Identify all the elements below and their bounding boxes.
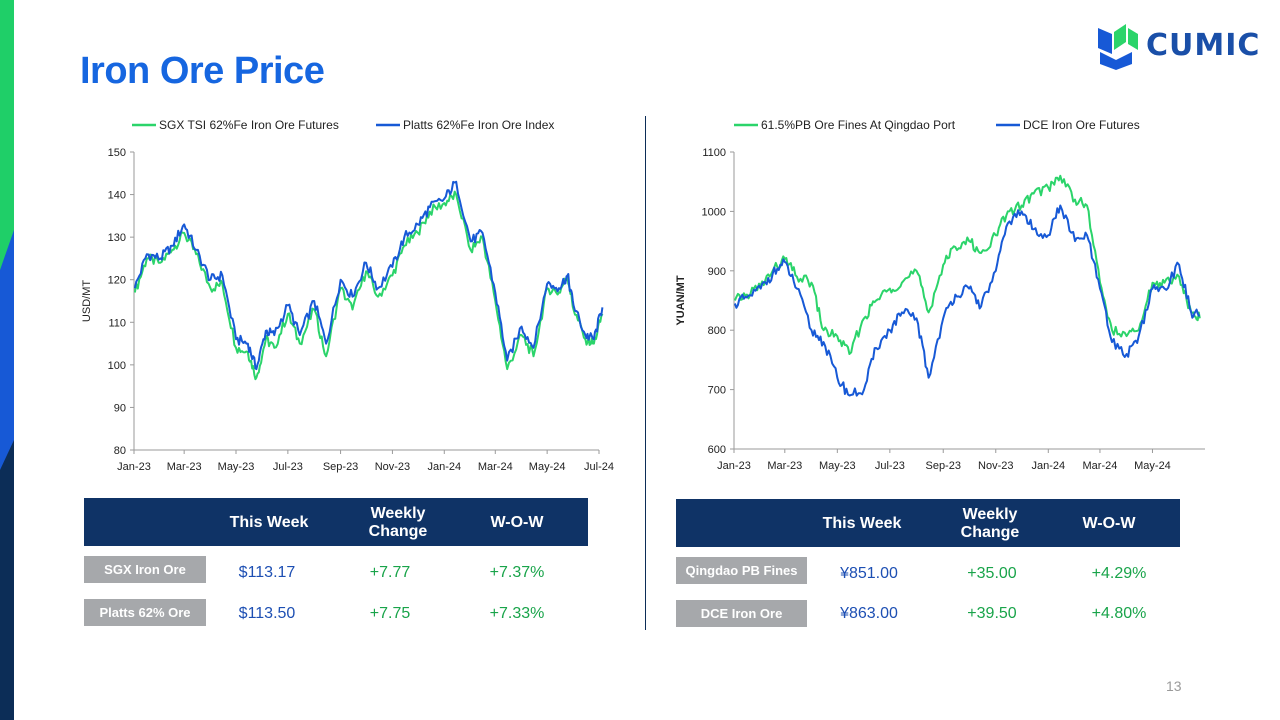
y-axis-label: YUAN/MT <box>675 275 687 325</box>
x-tick-label: Sep-23 <box>925 460 960 472</box>
x-tick-label: Mar-24 <box>478 461 513 473</box>
series-line-green <box>133 190 604 381</box>
x-tick-label: Nov-23 <box>375 461 410 473</box>
chart-iron-ore-usd: 80 90 100 110 120 130 140 150 Jan-23 Mar-23 May-23… <box>81 118 614 473</box>
y-tick-label: 140 <box>108 190 126 202</box>
header-wow: W-O-W <box>1082 515 1136 532</box>
legend-label: 61.5%PB Ore Fines At Qingdao Port <box>761 118 956 132</box>
cell-weekly-change: +35.00 <box>967 565 1017 582</box>
x-tick-label: Jul-24 <box>584 461 614 473</box>
y-tick-label: 800 <box>708 325 726 337</box>
x-tick-label: Mar-23 <box>167 461 202 473</box>
row-label-sgx: SGX Iron Ore <box>84 556 206 583</box>
header-wow: W-O-W <box>490 514 544 531</box>
y-tick-label: 1000 <box>702 206 726 218</box>
header-weekly-change: Weekly Change <box>960 506 1020 541</box>
x-tick-label: Sep-23 <box>323 461 358 473</box>
chart-iron-ore-yuan: 600 700 800 900 1000 1100 Jan-23 Mar-23 May-23 Ju… <box>675 118 1205 472</box>
cell-weekly-change: +7.77 <box>369 564 411 581</box>
x-tick-label: May-23 <box>819 460 856 472</box>
y-tick-label: 600 <box>708 444 726 456</box>
row-label-dce: DCE Iron Ore <box>676 600 807 627</box>
series-line-blue <box>133 180 604 371</box>
row-label-qingdao: Qingdao PB Fines <box>676 557 807 584</box>
cell-wow: +7.33% <box>489 605 545 622</box>
vertical-divider <box>645 116 646 630</box>
series-line-blue <box>733 204 1201 397</box>
x-tick-label: May-24 <box>529 461 566 473</box>
x-tick-label: Jan-23 <box>117 461 151 473</box>
cell-this-week: $113.17 <box>238 564 296 581</box>
legend-label: SGX TSI 62%Fe Iron Ore Futures <box>159 118 339 132</box>
y-tick-label: 80 <box>114 445 126 457</box>
page-number: 13 <box>1166 678 1182 694</box>
header-this-week: This Week <box>229 514 309 531</box>
x-tick-label: Jul-23 <box>273 461 303 473</box>
y-tick-label: 1100 <box>702 147 726 159</box>
x-tick-label: Mar-24 <box>1083 460 1118 472</box>
page-title: Iron Ore Price <box>80 50 325 92</box>
logo-text: CUMIC <box>1146 28 1261 63</box>
y-tick-label: 700 <box>708 385 726 397</box>
y-tick-label: 150 <box>108 147 126 159</box>
cumic-logo: CUMIC <box>1096 20 1259 70</box>
y-tick-label: 110 <box>108 317 126 329</box>
y-tick-label: 120 <box>108 275 126 287</box>
cell-weekly-change: +7.75 <box>369 605 411 622</box>
header-this-week: This Week <box>822 515 902 532</box>
table-header-left: This Week Weekly Change W-O-W <box>84 498 588 546</box>
y-tick-label: 100 <box>108 360 126 372</box>
cell-this-week: ¥851.00 <box>840 565 898 582</box>
x-tick-label: Jul-23 <box>875 460 905 472</box>
x-tick-label: Nov-23 <box>978 460 1013 472</box>
accent-stripe <box>0 0 14 720</box>
cell-wow: +4.29% <box>1091 565 1147 582</box>
x-tick-label: Jan-24 <box>427 461 461 473</box>
cell-wow: +4.80% <box>1091 605 1147 622</box>
cell-this-week: ¥863.00 <box>840 605 898 622</box>
legend-label: DCE Iron Ore Futures <box>1023 118 1140 132</box>
x-tick-label: Mar-23 <box>767 460 802 472</box>
y-tick-label: 90 <box>114 402 126 414</box>
cell-this-week: $113.50 <box>238 605 296 622</box>
y-axis-label: USD/MT <box>81 280 93 322</box>
y-tick-label: 900 <box>708 266 726 278</box>
cumic-logo-mark-icon <box>1098 24 1138 70</box>
series-line-green <box>733 174 1201 355</box>
cell-weekly-change: +39.50 <box>967 605 1017 622</box>
y-tick-label: 130 <box>108 232 126 244</box>
legend-label: Platts 62%Fe Iron Ore Index <box>403 118 554 132</box>
x-tick-label: Jan-24 <box>1031 460 1065 472</box>
header-weekly-change: Weekly Change <box>368 505 428 540</box>
x-tick-label: May-23 <box>218 461 255 473</box>
row-label-platts: Platts 62% Ore <box>84 599 206 626</box>
table-header-right: This Week Weekly Change W-O-W <box>676 499 1180 547</box>
cell-wow: +7.37% <box>489 564 545 581</box>
x-tick-label: May-24 <box>1134 460 1171 472</box>
x-tick-label: Jan-23 <box>717 460 751 472</box>
